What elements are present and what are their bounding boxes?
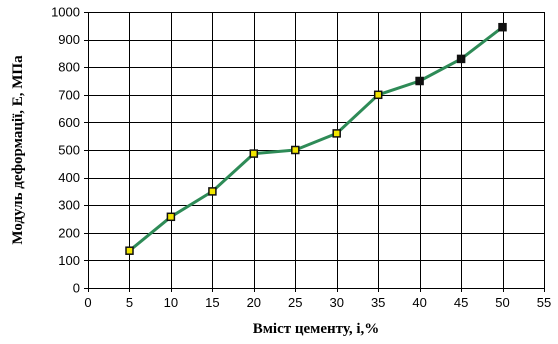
y-tick-label: 100 — [58, 253, 80, 268]
y-tick-label: 200 — [58, 225, 80, 240]
y-tick-label: 500 — [58, 143, 80, 158]
data-point — [498, 22, 507, 32]
y-axis-ticks: 0 100 200 300 400 500 600 700 800 900 1000 — [51, 5, 88, 296]
series-layer — [125, 22, 507, 255]
x-tick-label: 0 — [84, 295, 91, 310]
x-tick-label: 30 — [329, 295, 343, 310]
x-tick-label: 25 — [288, 295, 302, 310]
y-tick-label: 600 — [58, 115, 80, 130]
x-tick-label: 5 — [126, 295, 133, 310]
series-line — [128, 26, 504, 252]
data-point — [249, 149, 259, 158]
data-point — [415, 76, 424, 86]
data-point — [208, 187, 217, 196]
y-tick-label: 700 — [58, 87, 80, 102]
y-tick-label: 1000 — [51, 5, 80, 20]
data-point — [332, 129, 341, 138]
x-tick-label: 15 — [205, 295, 219, 310]
data-point — [456, 54, 466, 64]
y-tick-label: 900 — [58, 32, 80, 47]
data-point — [291, 145, 300, 155]
x-tick-label: 40 — [412, 295, 426, 310]
y-tick-label: 400 — [58, 170, 80, 185]
x-tick-label: 20 — [247, 295, 261, 310]
data-point — [125, 246, 134, 255]
x-axis-ticks: 0 5 10 15 20 25 30 35 40 45 50 55 — [84, 288, 551, 310]
x-tick-label: 55 — [537, 295, 551, 310]
data-point — [166, 212, 176, 222]
x-tick-label: 35 — [371, 295, 385, 310]
x-tick-label: 10 — [164, 295, 178, 310]
y-tick-label: 300 — [58, 198, 80, 213]
y-tick-label: 0 — [73, 281, 80, 296]
x-tick-label: 50 — [495, 295, 509, 310]
x-axis-title: Вміст цементу, і,% — [253, 321, 380, 337]
gridlines — [88, 12, 545, 289]
y-tick-label: 800 — [58, 60, 80, 75]
y-axis-title: Модуль деформації, Е, МПа — [10, 55, 26, 245]
x-tick-label: 45 — [454, 295, 468, 310]
data-point — [373, 90, 383, 100]
